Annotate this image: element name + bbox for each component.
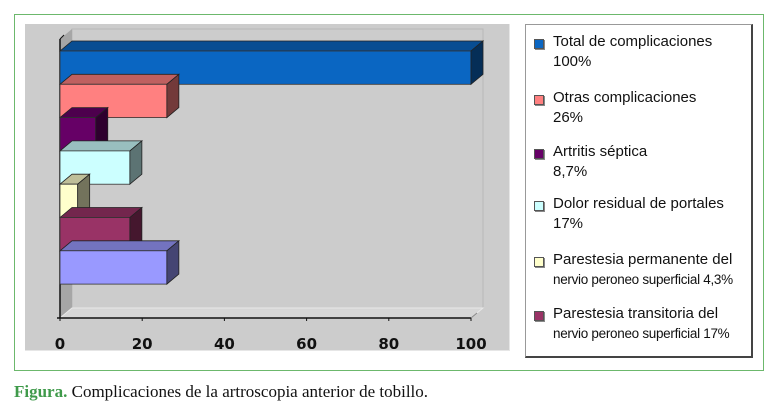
chart-area: 0 20 40 60 80 100 <box>25 24 510 351</box>
legend-label: Otras complicaciones 26% <box>553 89 697 126</box>
legend-label: Total de complicaciones 100% <box>553 33 713 70</box>
legend-label: Parestesia permanente del nervio peroneo … <box>553 251 733 287</box>
caption-lead: Figura. <box>14 382 68 401</box>
chart-legend: Total de complicaciones 100% Otras compli… <box>525 24 753 358</box>
legend-swatch <box>534 39 544 49</box>
caption-text: Complicaciones de la artroscopia anterio… <box>67 382 429 401</box>
x-tick-label: 100 <box>455 335 486 351</box>
legend-label: Parestesia transitoria del nervio peroneo… <box>553 305 730 341</box>
legend-label: Dolor residual de portales 17% <box>553 195 724 232</box>
legend-swatch <box>534 201 544 211</box>
x-tick-label: 40 <box>214 335 235 351</box>
legend-label: Artritis séptica 8,7% <box>553 143 648 180</box>
x-axis: 0 20 40 60 80 100 <box>55 312 487 351</box>
x-tick-label: 80 <box>378 335 399 351</box>
bar <box>58 40 485 86</box>
bars-group <box>58 40 485 285</box>
legend-swatch <box>534 95 544 105</box>
bar <box>58 73 180 119</box>
x-tick-label: 20 <box>132 335 153 351</box>
bar <box>58 239 180 285</box>
legend-swatch <box>534 149 544 159</box>
legend-swatch <box>534 311 544 321</box>
x-tick-label: 60 <box>296 335 317 351</box>
bar <box>58 106 109 152</box>
legend-swatch <box>534 257 544 267</box>
bar-chart-plot: 0 20 40 60 80 100 <box>55 28 487 351</box>
figure-frame <box>14 14 764 371</box>
figure-caption: Figura. Complicaciones de la artroscopia… <box>14 382 428 402</box>
x-tick-label: 0 <box>55 335 65 351</box>
